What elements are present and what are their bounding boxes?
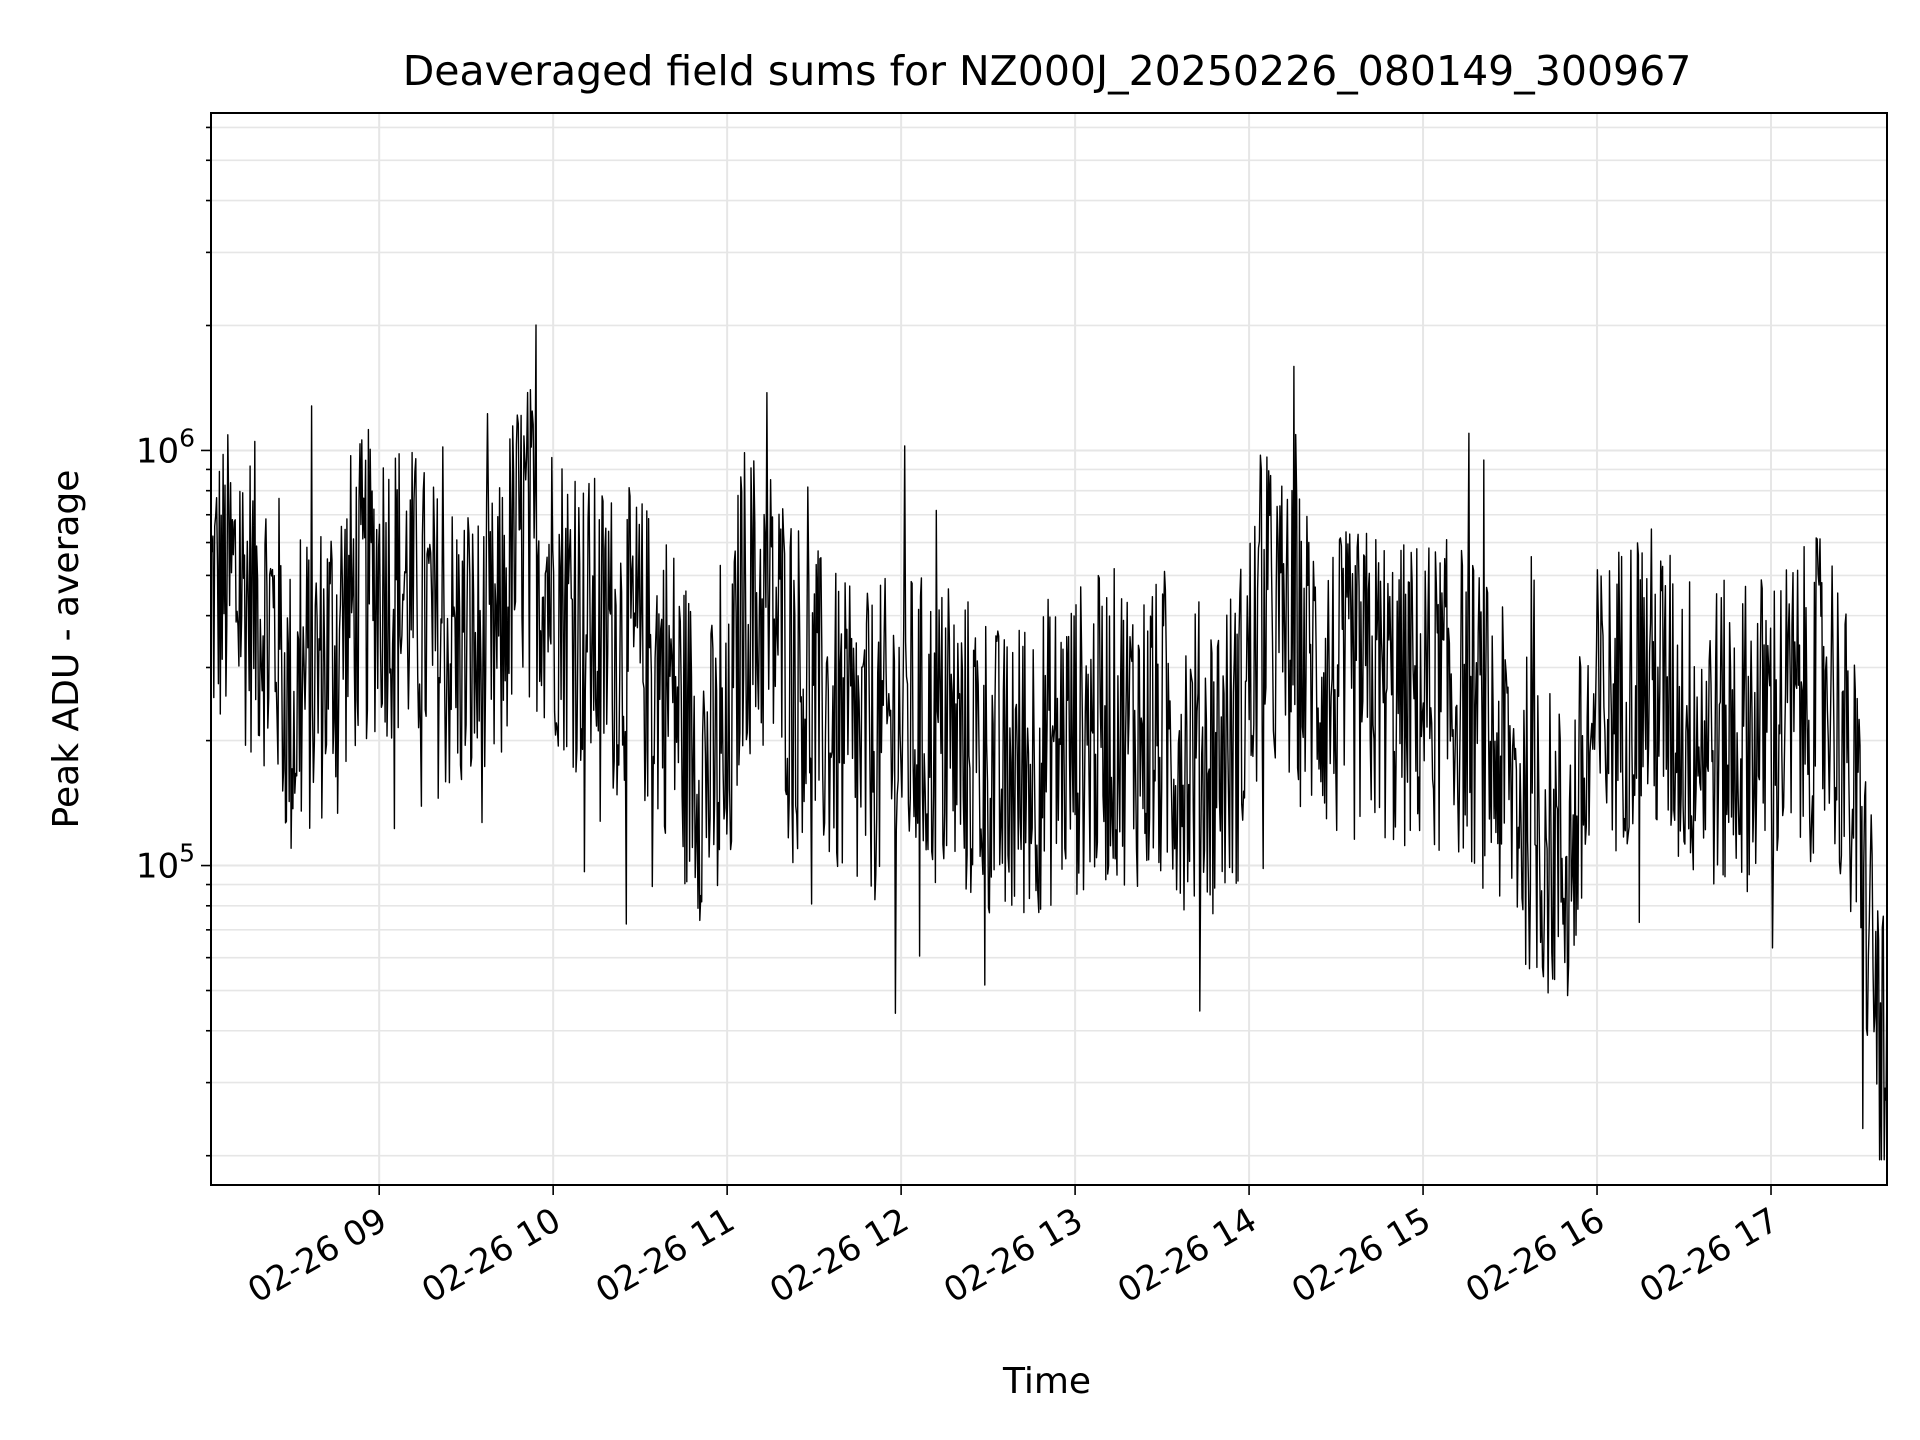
- y-tick-label: 106: [136, 423, 195, 471]
- plot-frame: [210, 112, 1888, 1186]
- x-axis-label: Time: [1002, 1361, 1091, 1402]
- y-axis-label: Peak ADU - average: [46, 470, 87, 829]
- chart-title: Deaveraged field sums for NZ000J_2025022…: [403, 47, 1692, 95]
- series-line: [210, 324, 1888, 1161]
- y-tick-label: 105: [136, 839, 195, 887]
- y-axis: 105 106: [136, 126, 211, 1157]
